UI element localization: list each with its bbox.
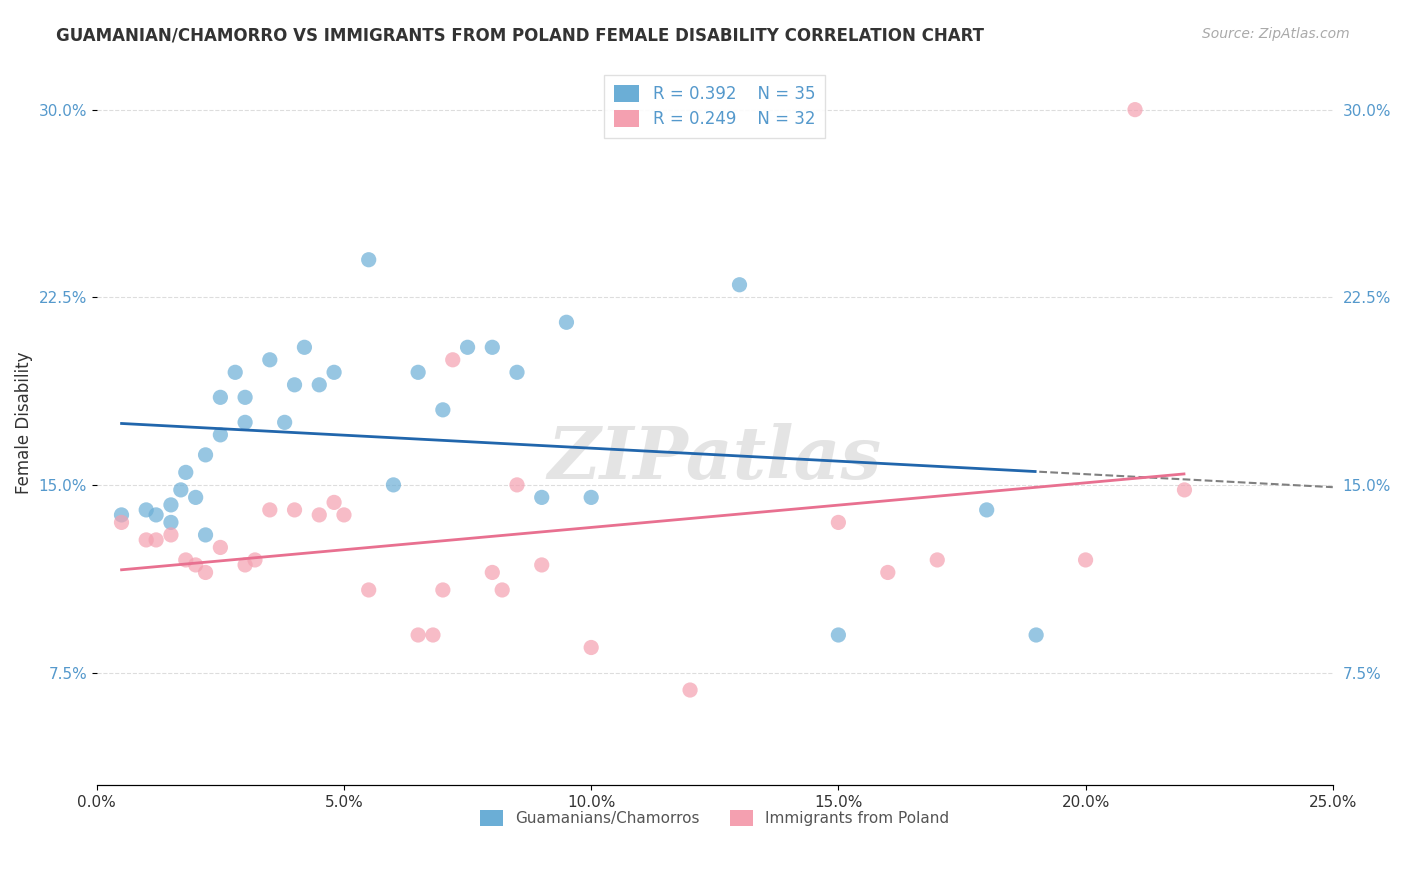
Point (406, 628, 429, 642)
Point (333, 508, 356, 522)
Point (160, 516, 183, 530)
Point (323, 365, 346, 379)
Point (876, 566, 898, 580)
Point (170, 483, 193, 497)
Point (506, 365, 529, 379)
Point (481, 340, 503, 354)
Point (491, 582, 513, 597)
Point (530, 491, 553, 505)
Point (194, 566, 217, 580)
Point (506, 478, 529, 492)
Point (308, 508, 330, 522)
Point (110, 516, 132, 530)
Legend: Guamanians/Chamorros, Immigrants from Poland: Guamanians/Chamorros, Immigrants from Po… (471, 801, 959, 836)
Point (174, 466, 197, 480)
Point (145, 533, 167, 547)
Point (194, 448, 217, 462)
Point (259, 352, 281, 367)
Point (283, 503, 305, 517)
Point (927, 553, 949, 567)
Point (357, 252, 380, 267)
Point (135, 503, 157, 517)
Point (555, 315, 578, 329)
Point (233, 558, 256, 572)
Point (1123, 103, 1146, 117)
Point (259, 503, 281, 517)
Point (184, 491, 207, 505)
Point (457, 340, 479, 354)
Point (224, 365, 246, 379)
Point (233, 415, 256, 429)
Point (209, 541, 232, 555)
Point (827, 516, 849, 530)
Point (406, 365, 429, 379)
Point (308, 377, 330, 392)
Point (1173, 483, 1195, 497)
Point (209, 428, 232, 442)
Point (422, 628, 444, 642)
Point (209, 390, 232, 404)
Point (233, 390, 256, 404)
Y-axis label: Female Disability: Female Disability (15, 351, 32, 493)
Point (160, 498, 183, 512)
Point (382, 478, 405, 492)
Point (243, 553, 266, 567)
Point (432, 582, 454, 597)
Point (160, 528, 183, 542)
Point (135, 533, 157, 547)
Point (679, 683, 702, 698)
Text: Source: ZipAtlas.com: Source: ZipAtlas.com (1202, 27, 1350, 41)
Point (145, 508, 167, 522)
Point (1074, 553, 1097, 567)
Point (323, 495, 346, 509)
Point (194, 528, 217, 542)
Text: ZIPatlas: ZIPatlas (548, 423, 882, 494)
Point (441, 352, 464, 367)
Point (976, 503, 998, 517)
Point (432, 402, 454, 417)
Point (530, 558, 553, 572)
Point (184, 558, 207, 572)
Text: GUAMANIAN/CHAMORRO VS IMMIGRANTS FROM POLAND FEMALE DISABILITY CORRELATION CHART: GUAMANIAN/CHAMORRO VS IMMIGRANTS FROM PO… (56, 27, 984, 45)
Point (728, 277, 751, 292)
Point (481, 566, 503, 580)
Point (273, 415, 295, 429)
Point (579, 640, 602, 655)
Point (174, 553, 197, 567)
Point (579, 491, 602, 505)
Point (110, 508, 132, 522)
Point (294, 340, 316, 354)
Point (827, 628, 849, 642)
Point (283, 377, 305, 392)
Point (1025, 628, 1047, 642)
Point (357, 582, 380, 597)
